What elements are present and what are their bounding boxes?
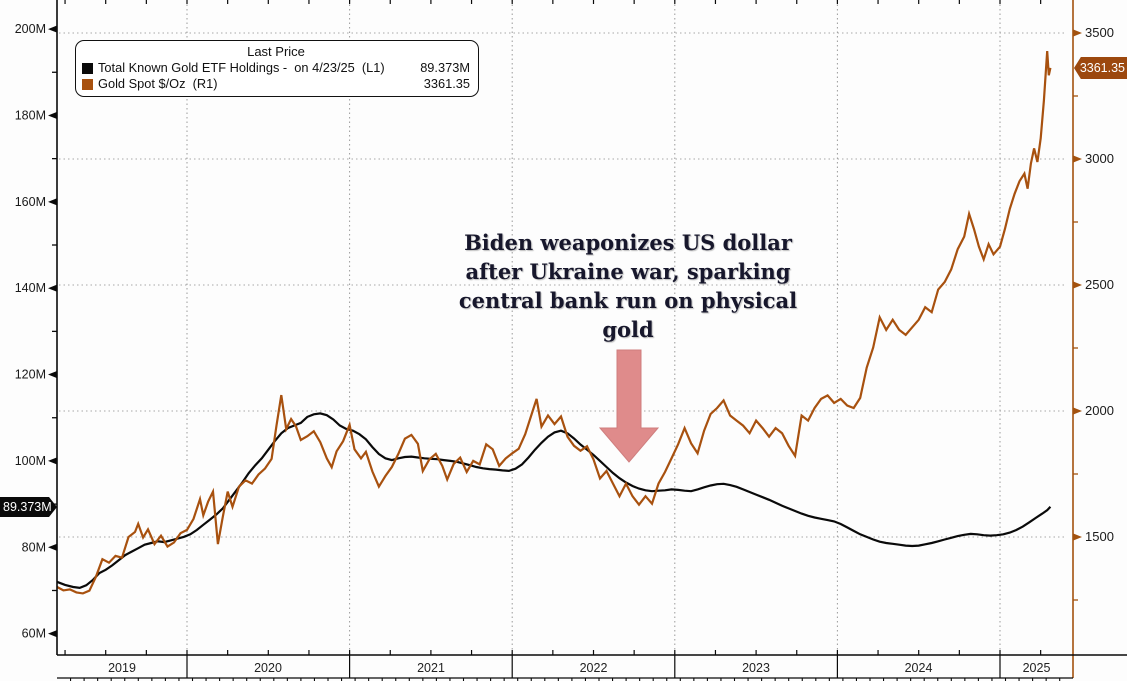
svg-text:100M: 100M xyxy=(15,454,46,468)
svg-text:80M: 80M xyxy=(22,540,46,554)
svg-text:200M: 200M xyxy=(15,22,46,36)
horizontal-gridlines xyxy=(59,32,1066,538)
year-label: 2023 xyxy=(742,661,770,675)
etf-series-label: Total Known Gold ETF Holdings - on 4/23/… xyxy=(98,60,385,75)
svg-text:3000: 3000 xyxy=(1085,151,1114,166)
svg-text:160M: 160M xyxy=(15,195,46,209)
gold-series-swatch xyxy=(82,78,93,90)
annotation-line: Biden weaponizes US dollar xyxy=(464,230,792,255)
series-lines xyxy=(56,51,1052,595)
annotation-arrow xyxy=(598,349,660,463)
svg-text:140M: 140M xyxy=(15,281,46,295)
legend-title: Last Price xyxy=(247,44,305,59)
legend-row-gold-spot: Gold Spot $/Oz (R1) 3361.35 xyxy=(82,76,470,92)
year-label: 2025 xyxy=(1023,661,1051,675)
legend-box: Last Price Total Known Gold ETF Holdings… xyxy=(75,40,479,97)
etf-holdings-line xyxy=(56,412,1052,590)
year-label: 2022 xyxy=(580,661,608,675)
svg-text:1500: 1500 xyxy=(1085,529,1114,544)
svg-text:120M: 120M xyxy=(15,368,46,382)
etf-last-price-tag: 89.373M xyxy=(0,497,57,517)
svg-text:3500: 3500 xyxy=(1085,25,1114,40)
legend-row-etf-holdings: Total Known Gold ETF Holdings - on 4/23/… xyxy=(82,60,470,76)
annotation-line: central bank run on physical xyxy=(458,288,798,313)
gold-series-value: 3361.35 xyxy=(423,76,470,91)
svg-text:2500: 2500 xyxy=(1085,277,1114,292)
etf-series-swatch xyxy=(82,62,93,74)
right-axis: 3500 3000 2500 2000 1500 xyxy=(1073,25,1114,601)
svg-text:60M: 60M xyxy=(22,627,46,641)
svg-text:180M: 180M xyxy=(15,108,46,122)
year-label: 2021 xyxy=(417,661,445,675)
year-label: 2024 xyxy=(905,661,933,675)
down-arrow-icon xyxy=(598,349,660,463)
gold-series-label: Gold Spot $/Oz (R1) xyxy=(98,76,218,91)
etf-series-value: 89.373M xyxy=(420,60,470,75)
left-axis: 200M 180M 160M 140M 120M 100M 80M 60M xyxy=(15,22,57,641)
svg-text:2000: 2000 xyxy=(1085,403,1114,418)
annotation-line: after Ukraine war, sparking xyxy=(465,259,791,284)
year-label: 2019 xyxy=(108,661,136,675)
annotation-text: Biden weaponizes US dollar after Ukraine… xyxy=(449,228,807,344)
gold-last-price-tag: 3361.35 xyxy=(1074,57,1127,79)
year-label: 2020 xyxy=(254,661,282,675)
gold-spot-line xyxy=(56,51,1052,595)
annotation-line: gold xyxy=(602,317,654,342)
vertical-gridlines xyxy=(186,0,1001,655)
